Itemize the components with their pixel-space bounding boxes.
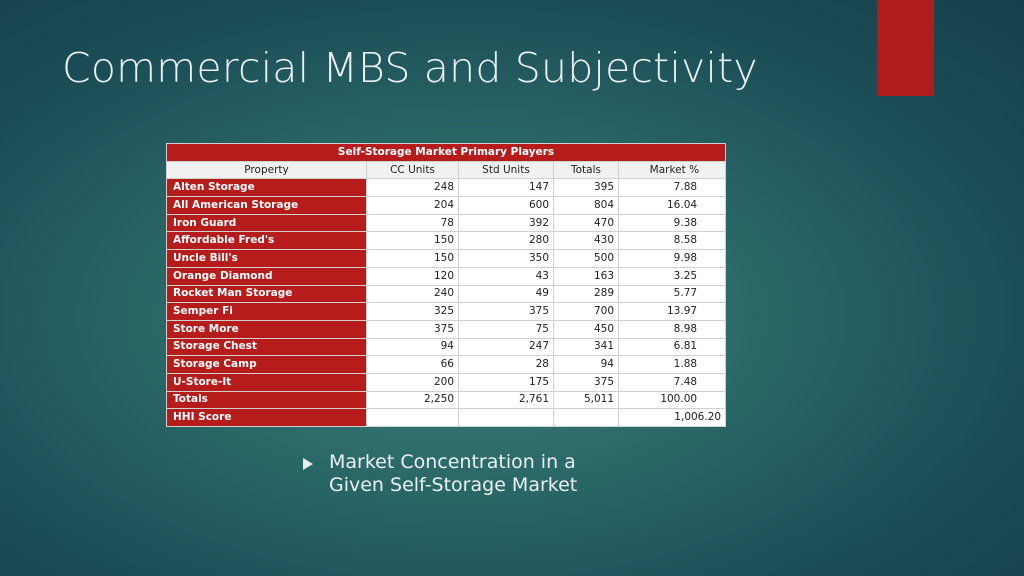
row-totals: 804 bbox=[553, 196, 619, 215]
row-market-percent: 16.04 bbox=[617, 196, 727, 215]
table-caption-row: Self-Storage Market Primary Players bbox=[165, 143, 727, 162]
row-std-units: 147 bbox=[458, 178, 554, 198]
row-name: Storage Chest bbox=[166, 337, 367, 357]
header-cc-units: CC Units bbox=[366, 160, 459, 180]
totals-totals: 5,011 bbox=[553, 390, 619, 410]
row-std-units: 375 bbox=[458, 302, 554, 321]
row-market-percent: 8.58 bbox=[617, 231, 727, 251]
row-name: Store More bbox=[166, 319, 367, 339]
row-market-percent: 3.25 bbox=[617, 266, 727, 286]
row-cc-units: 94 bbox=[366, 337, 459, 357]
row-cc-units: 204 bbox=[366, 196, 459, 215]
row-name: Uncle Bill's bbox=[166, 249, 367, 268]
hhi-row: HHI Score 1,006.20 bbox=[166, 408, 727, 427]
row-market-percent: 9.38 bbox=[617, 213, 727, 233]
hhi-empty-cell bbox=[366, 408, 459, 427]
market-table: Self-Storage Market Primary Players Prop… bbox=[165, 143, 727, 427]
table-row: Orange Diamond 120 43 163 3.25 bbox=[166, 266, 727, 286]
row-cc-units: 200 bbox=[366, 372, 459, 392]
row-market-percent: 13.97 bbox=[617, 302, 727, 321]
row-totals: 395 bbox=[553, 178, 619, 198]
row-totals: 163 bbox=[553, 266, 619, 286]
bullet-text: Market Concentration in a Given Self-Sto… bbox=[329, 451, 578, 496]
bullet-point: Market Concentration in a Given Self-Sto… bbox=[303, 451, 629, 497]
row-std-units: 175 bbox=[458, 372, 554, 392]
row-std-units: 350 bbox=[458, 249, 554, 268]
row-market-percent: 7.88 bbox=[617, 178, 727, 198]
row-name: Alten Storage bbox=[166, 178, 367, 198]
table-row: U-Store-It 200 175 375 7.48 bbox=[166, 372, 727, 392]
row-name: Orange Diamond bbox=[166, 266, 367, 286]
row-market-percent: 9.98 bbox=[617, 249, 727, 268]
table-row: Store More 375 75 450 8.98 bbox=[166, 319, 727, 339]
row-totals: 94 bbox=[553, 355, 619, 374]
table-row: Uncle Bill's 150 350 500 9.98 bbox=[166, 249, 727, 268]
row-name: Affordable Fred's bbox=[166, 231, 367, 251]
row-cc-units: 248 bbox=[366, 178, 459, 198]
hhi-empty-cell bbox=[553, 408, 619, 427]
row-totals: 470 bbox=[553, 213, 619, 233]
table-caption: Self-Storage Market Primary Players bbox=[165, 143, 727, 162]
row-cc-units: 120 bbox=[366, 266, 459, 286]
row-totals: 430 bbox=[553, 231, 619, 251]
table-row: Semper Fi 325 375 700 13.97 bbox=[166, 302, 727, 321]
row-totals: 289 bbox=[553, 284, 619, 304]
table-body: Alten Storage 248 147 395 7.88 All Ameri… bbox=[166, 178, 727, 427]
row-name: Storage Camp bbox=[166, 355, 367, 374]
header-totals: Totals bbox=[553, 160, 619, 180]
header-market-percent: Market % bbox=[617, 160, 727, 180]
table-row: Iron Guard 78 392 470 9.38 bbox=[166, 213, 727, 233]
row-market-percent: 6.81 bbox=[617, 337, 727, 357]
row-totals: 450 bbox=[553, 319, 619, 339]
table-row: All American Storage 204 600 804 16.04 bbox=[166, 196, 727, 215]
hhi-empty-cell bbox=[458, 408, 554, 427]
totals-cc-units: 2,250 bbox=[366, 390, 459, 410]
row-market-percent: 7.48 bbox=[617, 372, 727, 392]
row-cc-units: 78 bbox=[366, 213, 459, 233]
row-name: Iron Guard bbox=[166, 213, 367, 233]
row-std-units: 75 bbox=[458, 319, 554, 339]
row-cc-units: 325 bbox=[366, 302, 459, 321]
row-market-percent: 1.88 bbox=[617, 355, 727, 374]
row-cc-units: 240 bbox=[366, 284, 459, 304]
table-row: Affordable Fred's 150 280 430 8.58 bbox=[166, 231, 727, 251]
row-totals: 375 bbox=[553, 372, 619, 392]
totals-row: Totals 2,250 2,761 5,011 100.00 bbox=[166, 390, 727, 410]
row-totals: 500 bbox=[553, 249, 619, 268]
triangle-bullet-icon bbox=[303, 458, 313, 470]
row-std-units: 247 bbox=[458, 337, 554, 357]
row-cc-units: 375 bbox=[366, 319, 459, 339]
header-std-units: Std Units bbox=[458, 160, 554, 180]
totals-label: Totals bbox=[166, 390, 367, 410]
row-market-percent: 5.77 bbox=[617, 284, 727, 304]
slide-title: Commercial MBS and Subjectivity bbox=[62, 44, 758, 92]
table-row: Storage Chest 94 247 341 6.81 bbox=[166, 337, 727, 357]
header-property: Property bbox=[166, 160, 367, 180]
table-row: Rocket Man Storage 240 49 289 5.77 bbox=[166, 284, 727, 304]
hhi-label: HHI Score bbox=[166, 408, 367, 427]
row-totals: 700 bbox=[553, 302, 619, 321]
row-std-units: 28 bbox=[458, 355, 554, 374]
accent-bar bbox=[877, 0, 934, 96]
row-totals: 341 bbox=[553, 337, 619, 357]
row-name: Semper Fi bbox=[166, 302, 367, 321]
hhi-value: 1,006.20 bbox=[617, 408, 727, 427]
row-cc-units: 150 bbox=[366, 231, 459, 251]
row-name: Rocket Man Storage bbox=[166, 284, 367, 304]
row-std-units: 43 bbox=[458, 266, 554, 286]
row-std-units: 49 bbox=[458, 284, 554, 304]
row-name: All American Storage bbox=[166, 196, 367, 215]
totals-std-units: 2,761 bbox=[458, 390, 554, 410]
row-std-units: 280 bbox=[458, 231, 554, 251]
row-std-units: 392 bbox=[458, 213, 554, 233]
totals-market-percent: 100.00 bbox=[617, 390, 727, 410]
table-header-row: Property CC Units Std Units Totals Marke… bbox=[166, 160, 727, 180]
table-row: Storage Camp 66 28 94 1.88 bbox=[166, 355, 727, 374]
row-cc-units: 66 bbox=[366, 355, 459, 374]
row-std-units: 600 bbox=[458, 196, 554, 215]
table-row: Alten Storage 248 147 395 7.88 bbox=[166, 178, 727, 198]
row-market-percent: 8.98 bbox=[617, 319, 727, 339]
row-cc-units: 150 bbox=[366, 249, 459, 268]
row-name: U-Store-It bbox=[166, 372, 367, 392]
